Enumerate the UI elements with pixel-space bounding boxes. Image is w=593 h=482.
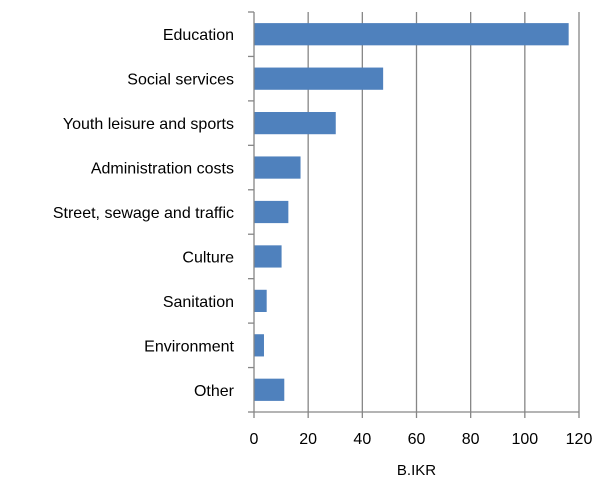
x-tick-label: 100 bbox=[511, 431, 538, 448]
category-label: Environment bbox=[144, 338, 234, 355]
bar bbox=[254, 112, 336, 135]
bar bbox=[254, 156, 301, 179]
category-label: Education bbox=[163, 27, 234, 44]
category-label: Youth leisure and sports bbox=[63, 116, 234, 133]
x-tick-label: 40 bbox=[353, 431, 371, 448]
category-label: Sanitation bbox=[163, 294, 234, 311]
category-label: Social services bbox=[127, 72, 234, 89]
bar bbox=[254, 67, 384, 90]
bar bbox=[254, 378, 285, 401]
bar bbox=[254, 200, 289, 224]
x-tick-label: 120 bbox=[566, 431, 593, 448]
category-label: Culture bbox=[182, 249, 234, 266]
bars bbox=[254, 23, 569, 401]
bar bbox=[254, 334, 264, 357]
bar bbox=[254, 289, 267, 312]
tick-labels: 0 20 40 60 80 100 120 bbox=[250, 431, 593, 448]
category-label: Street, sewage and traffic bbox=[53, 205, 234, 222]
x-tick-label: 60 bbox=[408, 431, 426, 448]
category-label: Administration costs bbox=[91, 161, 234, 178]
axes bbox=[248, 11, 580, 418]
category-label: Other bbox=[194, 383, 235, 400]
x-tick-label: 20 bbox=[299, 431, 317, 448]
x-tick-label: 0 bbox=[250, 431, 259, 448]
x-tick-label: 80 bbox=[462, 431, 480, 448]
bar bbox=[254, 23, 569, 46]
x-axis-title: B.IKR bbox=[397, 462, 436, 479]
category-labels: Education Social services Youth leisure an… bbox=[53, 27, 235, 400]
bar bbox=[254, 245, 282, 268]
